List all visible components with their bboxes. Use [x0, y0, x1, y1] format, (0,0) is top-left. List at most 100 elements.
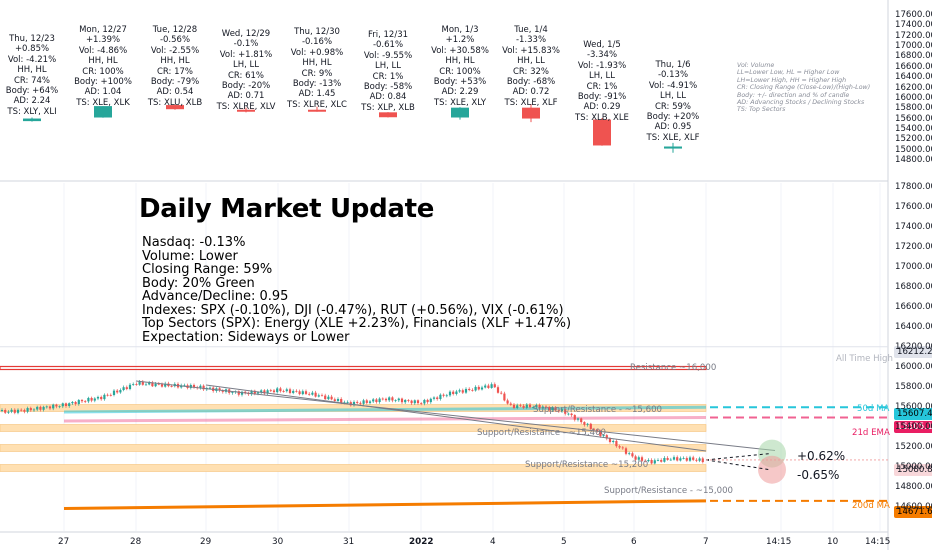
upper-y-tick-label: 17200.00	[895, 30, 932, 41]
up-projection-line	[705, 453, 771, 461]
intraday-body	[154, 383, 157, 387]
intraday-body	[4, 409, 7, 413]
intraday-body	[87, 397, 90, 402]
card-line: TS: XLB, XLE	[575, 112, 629, 123]
card-line: Body: +53%	[433, 77, 487, 88]
candle-body	[522, 107, 540, 119]
summary-line: Top Sectors (SPX): Energy (XLE +2.23%), …	[142, 316, 572, 331]
support-resistance-zones	[0, 346, 888, 472]
intraday-body	[365, 400, 368, 403]
intraday-body	[525, 404, 528, 408]
card-line: CR: 1%	[586, 81, 618, 92]
card-line: CR: 9%	[301, 68, 333, 79]
intraday-body	[314, 392, 317, 397]
intraday-body	[528, 404, 532, 408]
intraday-body	[141, 381, 144, 385]
summary-line: Body: 20% Green	[142, 275, 255, 291]
intraday-body	[100, 396, 103, 400]
intraday-body	[80, 400, 84, 402]
intraday-body	[192, 384, 196, 388]
upper-y-tick-label: 15600.00	[895, 113, 932, 124]
intraday-body	[420, 403, 423, 404]
intraday-body	[359, 402, 362, 404]
card-line: +0.85%	[14, 44, 50, 55]
intraday-body	[208, 387, 212, 389]
card-line: LH, LL	[232, 60, 259, 71]
sr-15200-label: Support/Resistance ~15,200	[525, 460, 649, 470]
summary-line: Closing Range: 59%	[142, 262, 273, 277]
intraday-body	[381, 398, 384, 400]
card-line: HH, LL	[517, 56, 545, 67]
card-line: LH, LL	[588, 71, 615, 82]
intraday-body	[20, 409, 23, 411]
upper-y-tick-label: 17400.00	[895, 20, 932, 31]
card-line: TS: XLRE, XLC	[287, 99, 347, 110]
intraday-body	[605, 435, 608, 439]
intraday-body	[589, 423, 592, 429]
ema21-price-tag: 15505.12	[894, 421, 932, 433]
x-tick-label: 31	[343, 537, 355, 547]
sr-15000-label: Support/Resistance - ~15,000	[604, 486, 734, 496]
intraday-body	[576, 418, 580, 420]
intraday-body	[503, 393, 506, 401]
lower-y-tick-label: 14600.00	[895, 502, 932, 512]
intraday-body	[660, 460, 663, 462]
lower-y-tick-label: 15200.00	[895, 442, 932, 452]
intraday-body	[426, 399, 429, 403]
intraday-body	[560, 409, 564, 412]
upper-y-tick-label: 17600.00	[895, 10, 932, 20]
upper-y-tick-label: 16800.00	[895, 51, 932, 62]
intraday-body	[269, 390, 272, 392]
intraday-body	[336, 398, 340, 401]
summary-line: Expectation: Sideways or Lower	[142, 329, 350, 345]
intraday-body	[461, 390, 464, 393]
legend-line: CR: Closing Range (Close-Low)/(High-Low)	[737, 84, 871, 92]
lower-y-tick-label: 14800.00	[895, 482, 932, 492]
support-resistance-zone	[0, 444, 707, 452]
card-line: Wed, 12/29	[221, 29, 271, 39]
intraday-body	[516, 405, 519, 409]
card-line: Body: +20%	[646, 112, 700, 123]
intraday-body	[532, 407, 535, 408]
resistance-16000-zone	[0, 365, 707, 371]
intraday-body	[119, 390, 122, 393]
intraday-body	[74, 401, 77, 404]
intraday-body	[551, 407, 554, 411]
intraday-body	[68, 403, 71, 407]
lower-y-tick-label: 17800.00	[895, 182, 932, 192]
card-line: AD: 1.45	[298, 89, 336, 100]
intraday-body	[653, 460, 656, 464]
card-line: Wed, 1/5	[583, 40, 621, 50]
day-summary-card: Thu, 1/6 -0.13% Vol: -4.91% LH, LL CR: 59% Bo…	[631, 60, 715, 143]
intraday-body	[404, 399, 407, 403]
intraday-body	[570, 413, 573, 416]
day-summary-card: Tue, 12/28 -0.56% Vol: -2.55% HH, HL CR: 17%…	[133, 25, 217, 108]
card-line: TS: XLE, XLK	[76, 97, 130, 108]
intraday-body	[276, 388, 279, 393]
upper-y-tick-label: 16200.00	[895, 82, 932, 93]
intraday-body	[64, 403, 68, 407]
lower-y-tick-label: 16600.00	[895, 302, 932, 312]
intraday-body	[688, 457, 692, 461]
intraday-body	[362, 400, 365, 404]
card-line: HH, HL	[302, 58, 332, 69]
intraday-body	[400, 398, 404, 403]
upper-y-tick-label: 15400.00	[895, 123, 932, 134]
card-line: Vol: +30.58%	[431, 45, 489, 56]
upper-y-tick-label: 16600.00	[895, 61, 932, 72]
intraday-body	[480, 387, 484, 390]
card-line: Body: +100%	[74, 77, 132, 88]
intraday-body	[112, 390, 116, 395]
intraday-body	[96, 396, 100, 399]
day-summary-card: Thu, 12/30 -0.16% Vol: +0.98% HH, HL CR: 9% B…	[275, 27, 359, 110]
intraday-body	[535, 405, 538, 408]
card-line: AD: 0.29	[583, 102, 621, 113]
x-tick-label: 14:15	[865, 537, 891, 547]
card-line: Tue, 12/28	[152, 25, 198, 35]
intraday-body	[170, 386, 173, 387]
ma200-label: 200d MA	[852, 501, 890, 511]
down-target-label: -0.65%	[797, 468, 840, 482]
summary-line: Volume: Lower	[142, 248, 238, 264]
intraday-body	[272, 390, 276, 393]
down-projection-line	[705, 459, 771, 471]
